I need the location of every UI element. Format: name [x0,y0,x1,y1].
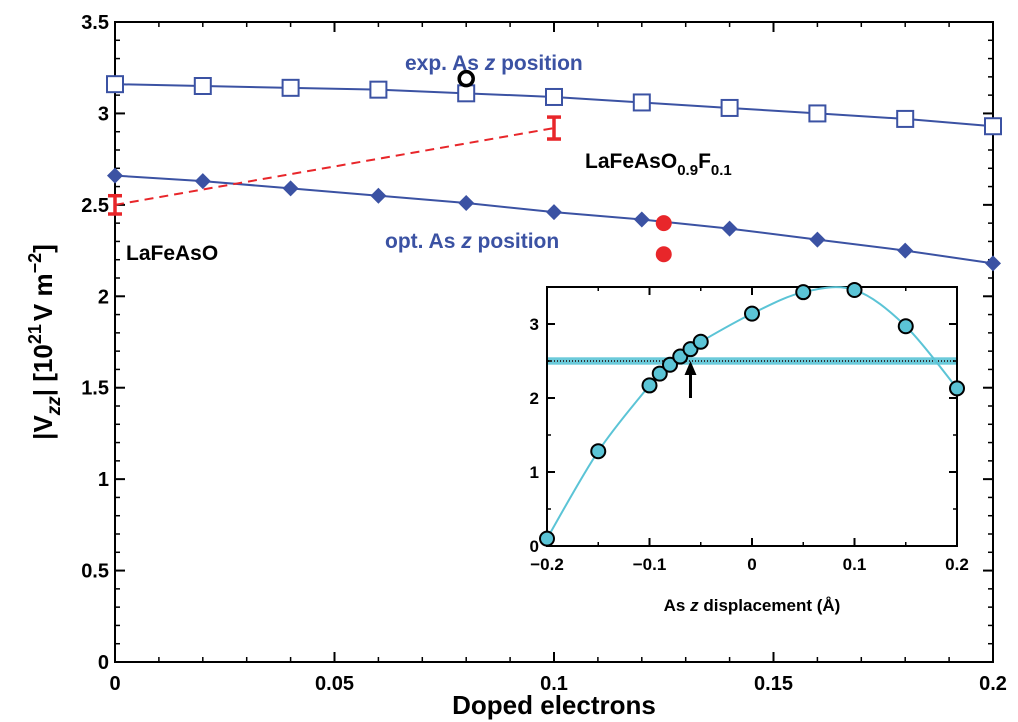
data-point-square [896,109,915,128]
inset-data-point [846,281,863,298]
inset-data-point [539,530,555,547]
data-point-diamond [985,255,1001,272]
inset-data-point [662,356,678,373]
y-axis-title-sub: zz [44,396,65,417]
inset-x-tick-label: −0.1 [633,555,667,574]
data-point-square [720,98,739,117]
annotation-part: F [698,150,711,173]
main-plot: 0 0.05 0.1 0.15 0.2 0 0.5 1 1.5 2 2.5 3 3.5 Doped ele… [25,12,1007,720]
data-point-diamond [194,173,211,190]
data-point-diamond [107,167,123,184]
inset-y-tick-label: 2 [530,389,539,408]
inset-y-tick-label: 1 [530,463,539,482]
inset-axis-title-part: As [664,596,690,615]
data-point-square [106,75,124,94]
data-point-square [193,77,212,95]
inset-data-point [651,365,668,382]
inset-data-point [744,305,760,322]
y-tick-label: 3 [98,103,109,125]
annotation-part: z [460,230,472,253]
y-tick-label: 2 [98,286,109,308]
inset-axis-title-part: z [689,596,699,615]
y-axis-title-sup: −2 [25,253,45,274]
x-tick-label: 0.15 [754,673,793,695]
inset-x-tick-label: −0.2 [530,555,564,574]
annotation-part: exp. As [405,52,485,75]
annotation-lafeaso-f: LaFeAsO0.9F0.1 [585,150,732,179]
annotation-part: opt. As [385,230,461,253]
y-axis-title: |Vzz| [1021 V m−2] [25,244,65,440]
data-point-filled-circle [655,215,672,232]
y-tick-label: 0.5 [81,561,109,583]
annotation-sub: 0.9 [677,162,698,179]
data-point-diamond [458,195,475,212]
data-point-square [984,117,1002,136]
data-point-diamond [370,187,387,204]
data-point-diamond [546,204,562,221]
inset-arrow-head [684,361,697,375]
data-point-diamond [633,211,650,228]
x-axis-title: Doped electrons [452,690,656,720]
data-point-filled-circle [655,246,672,263]
annotation-part: position [472,230,560,253]
y-tick-label: 2.5 [81,195,109,217]
inset-plot: −0.2 −0.1 0 0.1 0.2 0 1 2 3 As z displacement (Å) [530,281,969,615]
annotation-lafeaso: LaFeAsO [126,242,218,265]
inset-data-point [692,333,709,350]
inset-axis-title-part: displacement (Å) [699,596,841,615]
y-tick-label: 3.5 [81,12,109,34]
annotation-opt-position: opt. As z position [385,230,559,253]
x-tick-label: 0.1 [540,673,568,695]
y-axis-title-part: V m [28,273,58,321]
dashed-connector [114,127,555,206]
annotation-exp-position: exp. As z position [405,52,583,75]
data-point-square [808,104,827,123]
y-tick-label: 0 [98,652,109,674]
y-axis-title-part: ] [28,244,58,253]
x-tick-label: 0 [109,673,120,695]
x-tick-label: 0.2 [979,673,1007,695]
data-point-square [632,93,651,112]
annotation-part: z [484,52,496,75]
inset-data-point [641,377,658,394]
inset-data-point [949,380,965,397]
inset-x-axis-title: As z displacement (Å) [664,596,841,615]
inset-frame [546,286,958,547]
data-point-square [545,87,563,106]
data-point-open-circle [457,69,475,88]
y-tick-label: 1.5 [81,378,109,400]
data-point-square [281,78,300,97]
data-point-square [457,84,476,103]
data-point-diamond [809,231,826,248]
annotation-part: LaFeAsO [585,150,677,173]
y-axis-title-part: |V [28,415,58,440]
data-point-diamond [897,242,914,259]
y-axis-title-sup: 21 [25,324,45,344]
data-point-diamond [721,220,738,237]
annotation-sub: 0.1 [711,162,732,179]
inset-x-tick-label: 0.2 [945,555,969,574]
x-tick-label: 0.05 [315,673,354,695]
inset-data-point [897,318,914,335]
annotation-part: position [495,52,583,75]
inset-data-point [795,284,812,301]
y-tick-label: 1 [98,469,109,491]
inset-y-tick-label: 0 [530,537,539,556]
y-axis-title-part: | [10 [28,344,58,396]
data-point-diamond [282,180,299,197]
data-point-square [369,80,388,99]
inset-y-tick-label: 3 [530,315,539,334]
inset-x-tick-label: 0.1 [843,555,867,574]
inset-x-tick-label: 0 [747,555,756,574]
inset-data-point [590,443,607,460]
